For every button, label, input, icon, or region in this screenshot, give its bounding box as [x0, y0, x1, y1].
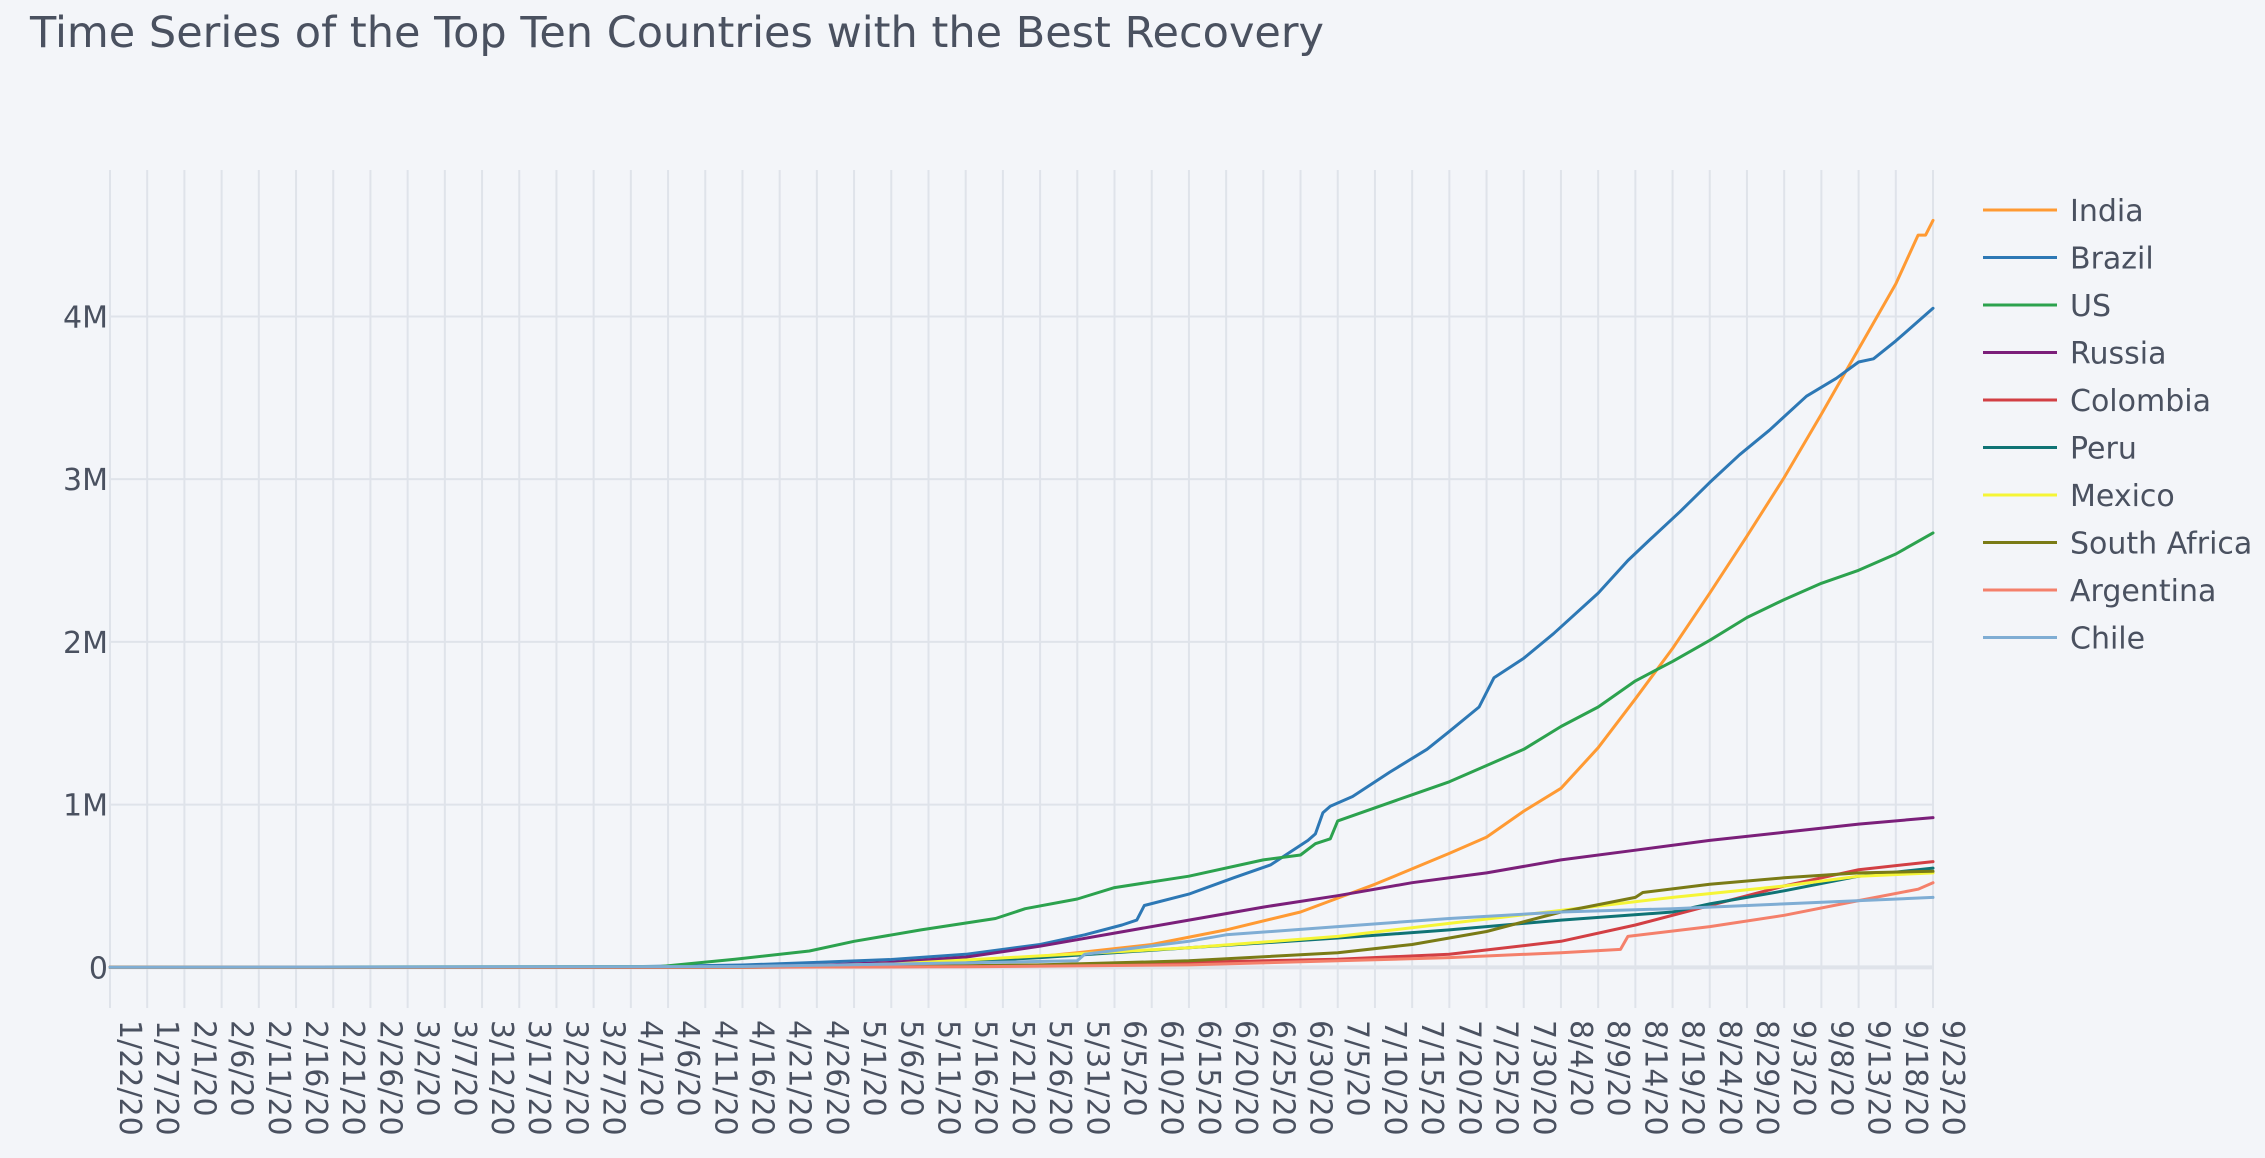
- x-tick-label: 5/1/20: [856, 1020, 891, 1117]
- series-line-india: [108, 218, 1935, 969]
- legend-label: Peru: [2070, 432, 2137, 467]
- x-tick-label: 2/1/20: [186, 1020, 221, 1117]
- x-tick-label: 2/26/20: [372, 1020, 407, 1136]
- legend-item-chile[interactable]: Chile: [1983, 622, 2145, 657]
- x-tick-label: 1/27/20: [149, 1020, 184, 1136]
- series-lines: [108, 218, 1935, 969]
- legend-item-argentina[interactable]: Argentina: [1983, 574, 2216, 609]
- x-tick-label: 3/7/20: [447, 1020, 482, 1117]
- x-tick-label: 7/15/20: [1414, 1020, 1449, 1136]
- x-tick-label: 8/4/20: [1563, 1020, 1598, 1117]
- x-tick-label: 1/22/20: [112, 1020, 147, 1136]
- series-line-russia: [108, 816, 1935, 969]
- x-tick-label: 4/11/20: [707, 1020, 742, 1136]
- legend-label: Chile: [2070, 622, 2145, 657]
- x-tick-label: 6/20/20: [1228, 1020, 1263, 1136]
- x-tick-label: 3/27/20: [596, 1020, 631, 1136]
- x-tick-label: 2/21/20: [335, 1020, 370, 1136]
- x-tick-label: 9/13/20: [1861, 1020, 1896, 1136]
- x-tick-label: 4/6/20: [670, 1020, 705, 1117]
- series-line-chile: [108, 895, 1935, 969]
- legend-label: India: [2070, 194, 2144, 229]
- x-tick-label: 3/22/20: [558, 1020, 593, 1136]
- x-tick-label: 4/21/20: [782, 1020, 817, 1136]
- x-tick-label: 3/2/20: [410, 1020, 445, 1117]
- x-tick-label: 2/6/20: [224, 1020, 259, 1117]
- x-tick-label: 4/1/20: [633, 1020, 668, 1117]
- legend-item-brazil[interactable]: Brazil: [1983, 242, 2154, 277]
- x-tick-label: 4/16/20: [744, 1020, 779, 1136]
- x-tick-label: 7/20/20: [1451, 1020, 1486, 1136]
- x-tick-label: 5/21/20: [1005, 1020, 1040, 1136]
- x-tick-label: 7/25/20: [1489, 1020, 1524, 1136]
- x-tick-label: 5/26/20: [1042, 1020, 1077, 1136]
- legend-label: South Africa: [2070, 527, 2252, 562]
- x-tick-label: 5/31/20: [1079, 1020, 1114, 1136]
- x-tick-label: 7/5/20: [1340, 1020, 1375, 1117]
- y-tick-label: 4M: [63, 300, 108, 335]
- x-tick-label: 5/11/20: [930, 1020, 965, 1136]
- legend-label: Brazil: [2070, 242, 2154, 277]
- x-tick-label: 8/14/20: [1637, 1020, 1672, 1136]
- legend-label: Russia: [2070, 337, 2167, 372]
- legend-label: Colombia: [2070, 384, 2211, 419]
- x-tick-label: 5/6/20: [893, 1020, 928, 1117]
- chart-title: Time Series of the Top Ten Countries wit…: [29, 8, 1324, 58]
- x-tick-label: 3/17/20: [521, 1020, 556, 1136]
- y-axis-ticks: 0 1M 2M 3M 4M: [63, 300, 108, 986]
- y-tick-label: 0: [89, 951, 108, 986]
- legend[interactable]: India Brazil US Russia Colombia Peru Mexico Sou…: [1983, 194, 2252, 657]
- x-tick-label: 6/5/20: [1117, 1020, 1152, 1117]
- x-tick-label: 9/23/20: [1935, 1020, 1970, 1136]
- x-tick-label: 6/30/20: [1303, 1020, 1338, 1136]
- x-tick-label: 3/12/20: [484, 1020, 519, 1136]
- x-tick-label: 8/19/20: [1675, 1020, 1710, 1136]
- x-tick-label: 9/8/20: [1823, 1020, 1858, 1117]
- x-tick-label: 8/9/20: [1600, 1020, 1635, 1117]
- legend-item-us[interactable]: US: [1983, 289, 2111, 324]
- x-tick-label: 5/16/20: [968, 1020, 1003, 1136]
- x-tick-label: 7/30/20: [1526, 1020, 1561, 1136]
- x-tick-label: 9/18/20: [1898, 1020, 1933, 1136]
- series-line-brazil: [108, 306, 1935, 969]
- x-tick-label: 2/11/20: [261, 1020, 296, 1136]
- grid-lines: [109, 170, 1934, 1008]
- x-tick-label: 9/3/20: [1786, 1020, 1821, 1117]
- legend-label: Argentina: [2070, 574, 2216, 609]
- legend-item-south-africa[interactable]: South Africa: [1983, 527, 2252, 562]
- legend-item-peru[interactable]: Peru: [1983, 432, 2137, 467]
- x-tick-label: 6/15/20: [1191, 1020, 1226, 1136]
- legend-item-russia[interactable]: Russia: [1983, 337, 2167, 372]
- legend-label: US: [2070, 289, 2111, 324]
- x-tick-label: 6/25/20: [1265, 1020, 1300, 1136]
- series-line-argentina: [108, 881, 1935, 969]
- y-tick-label: 1M: [63, 789, 108, 824]
- x-tick-label: 2/16/20: [298, 1020, 333, 1136]
- x-tick-label: 8/24/20: [1712, 1020, 1747, 1136]
- x-tick-label: 8/29/20: [1749, 1020, 1784, 1136]
- series-line-us: [108, 531, 1935, 969]
- legend-label: Mexico: [2070, 479, 2175, 514]
- x-tick-label: 4/26/20: [819, 1020, 854, 1136]
- legend-item-colombia[interactable]: Colombia: [1983, 384, 2211, 419]
- legend-item-india[interactable]: India: [1983, 194, 2144, 229]
- x-tick-label: 7/10/20: [1377, 1020, 1412, 1136]
- x-axis-ticks: 1/22/20 1/27/20 2/1/20 2/6/20 2/11/20 2/16/20…: [112, 1020, 1970, 1136]
- legend-item-mexico[interactable]: Mexico: [1983, 479, 2175, 514]
- y-tick-label: 3M: [63, 463, 108, 498]
- y-tick-label: 2M: [63, 626, 108, 661]
- x-tick-label: 6/10/20: [1154, 1020, 1189, 1136]
